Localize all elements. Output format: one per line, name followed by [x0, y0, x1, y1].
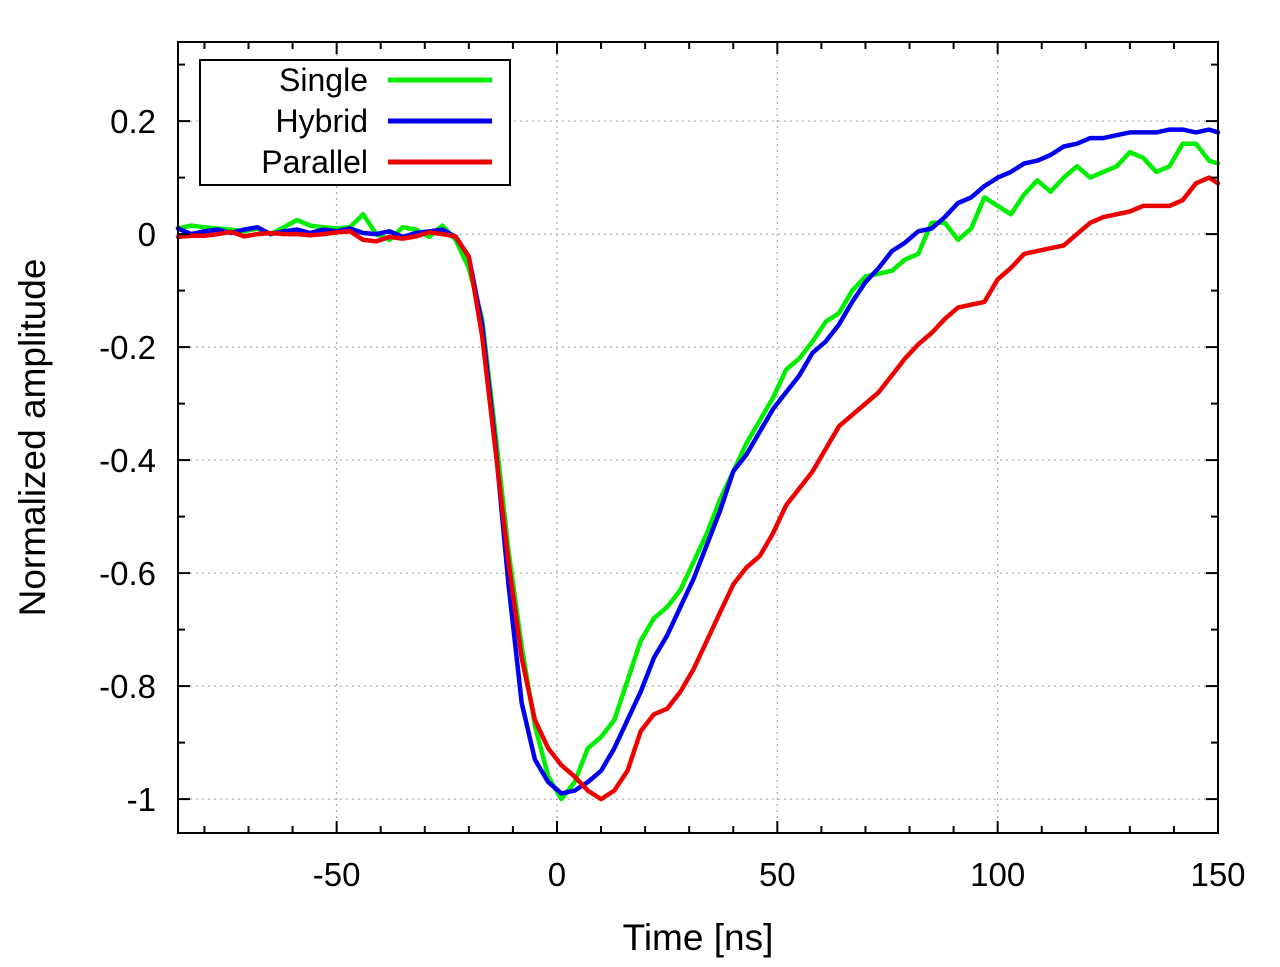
legend-label-hybrid: Hybrid: [276, 103, 368, 139]
y-tick-label: -1: [127, 781, 156, 818]
legend: Single Hybrid Parallel: [199, 59, 511, 186]
y-tick-label: -0.8: [99, 668, 156, 705]
x-tick-label: 100: [970, 856, 1025, 893]
x-tick-label: 0: [548, 856, 566, 893]
series-line-parallel: [175, 175, 1221, 802]
y-tick-label: -0.6: [99, 555, 156, 592]
x-tick-label: -50: [313, 856, 361, 893]
x-tick-label: 150: [1190, 856, 1245, 893]
series-lines: [175, 127, 1221, 802]
plot-frame: [177, 41, 1219, 834]
series-line-single: [175, 141, 1221, 802]
y-tick-label: -0.4: [99, 442, 156, 479]
y-tick-label: -0.2: [99, 329, 156, 366]
y-tick-label: 0: [138, 216, 156, 253]
x-tick-label: 50: [759, 856, 796, 893]
legend-label-single: Single: [279, 62, 368, 98]
legend-label-parallel: Parallel: [261, 144, 368, 180]
y-axis-label: Normalized amplitude: [12, 259, 53, 617]
y-tick-label: 0.2: [110, 103, 156, 140]
x-axis-label: Time [ns]: [623, 917, 774, 958]
series-line-hybrid: [175, 127, 1221, 796]
tick-labels: -50 0 50 100 150 0.2 0 -0.2 -0.4 -0.6 -0.8 -1: [99, 103, 1245, 893]
